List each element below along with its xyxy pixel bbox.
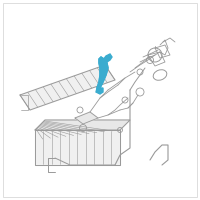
Polygon shape [35, 120, 130, 130]
Polygon shape [97, 57, 108, 90]
Polygon shape [75, 112, 98, 124]
Polygon shape [96, 88, 103, 94]
Polygon shape [20, 65, 115, 110]
Polygon shape [35, 130, 120, 165]
Polygon shape [103, 54, 112, 62]
